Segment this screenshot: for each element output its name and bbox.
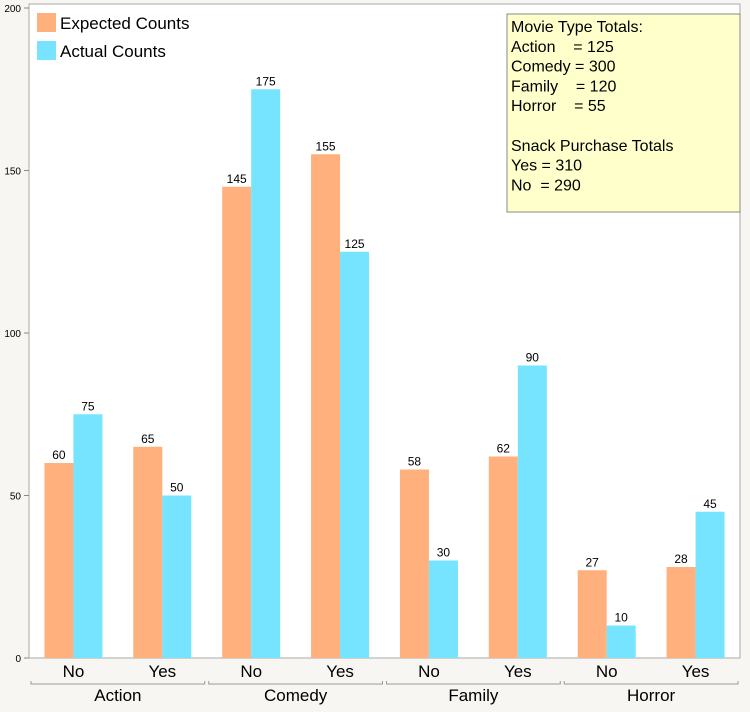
bar-expected-counts [666,567,696,658]
bar-expected-counts [44,463,74,658]
y-tick-label: 150 [4,167,21,178]
group-bracket [386,681,561,685]
group-label: Family [448,686,499,705]
data-label: 10 [615,611,629,625]
annotation-line: Movie Type Totals: [511,19,643,36]
annotation-line: Comedy = 300 [511,59,616,76]
bar-expected-counts [488,456,518,658]
x-tick-label: No [596,662,618,681]
data-label: 30 [437,546,451,560]
bar-actual-counts [340,251,370,658]
data-label: 75 [81,399,95,413]
annotation-line: Snack Purchase Totals [511,138,673,155]
data-label: 27 [586,555,600,569]
group-bracket [30,681,206,685]
x-tick-label: No [63,662,85,681]
group-bracket [208,681,383,685]
annotation-line: No = 290 [511,177,581,194]
y-tick-label: 100 [4,329,21,340]
group-label: Action [94,686,141,705]
y-tick-label: 50 [10,492,22,503]
data-label: 45 [703,497,717,511]
x-tick-label: Yes [148,662,176,681]
legend-swatch [37,41,56,60]
y-tick-label: 0 [15,654,21,665]
annotation-line: Horror = 55 [511,98,606,115]
data-label: 28 [674,552,688,566]
group-label: Horror [627,686,676,705]
data-label: 58 [408,455,422,469]
annotation-line: Yes = 310 [511,158,582,175]
bar-actual-counts [73,414,103,658]
bar-expected-counts [311,154,341,658]
bar-actual-counts [517,365,547,658]
bar-actual-counts [162,495,192,658]
data-label: 90 [526,351,540,365]
x-tick-label: Yes [326,662,354,681]
x-tick-label: Yes [504,662,532,681]
bar-expected-counts [399,469,429,658]
legend-swatch [37,13,56,32]
data-label: 155 [316,139,336,153]
y-tick-label: 200 [4,4,21,15]
data-label: 50 [170,481,184,495]
group-label: Comedy [264,686,328,705]
legend-label: Actual Counts [60,42,166,61]
bar-actual-counts [428,560,458,658]
bar-expected-counts [133,446,163,658]
x-tick-label: No [418,662,440,681]
bar-actual-counts [695,511,725,658]
bar-actual-counts [251,89,281,658]
data-label: 175 [256,74,276,88]
data-label: 62 [497,442,511,456]
group-bracket [563,681,739,685]
legend-label: Expected Counts [60,14,189,33]
data-label: 125 [345,237,365,251]
bar-expected-counts [222,186,252,658]
bar-expected-counts [577,570,607,658]
annotation-line: Action = 125 [511,39,614,56]
data-label: 65 [141,432,155,446]
annotation-line: Family = 120 [511,78,616,95]
x-tick-label: Yes [682,662,710,681]
x-tick-label: No [240,662,262,681]
bar-actual-counts [606,625,636,658]
data-label: 145 [227,172,247,186]
annotation-box [506,13,741,213]
data-label: 60 [52,448,66,462]
